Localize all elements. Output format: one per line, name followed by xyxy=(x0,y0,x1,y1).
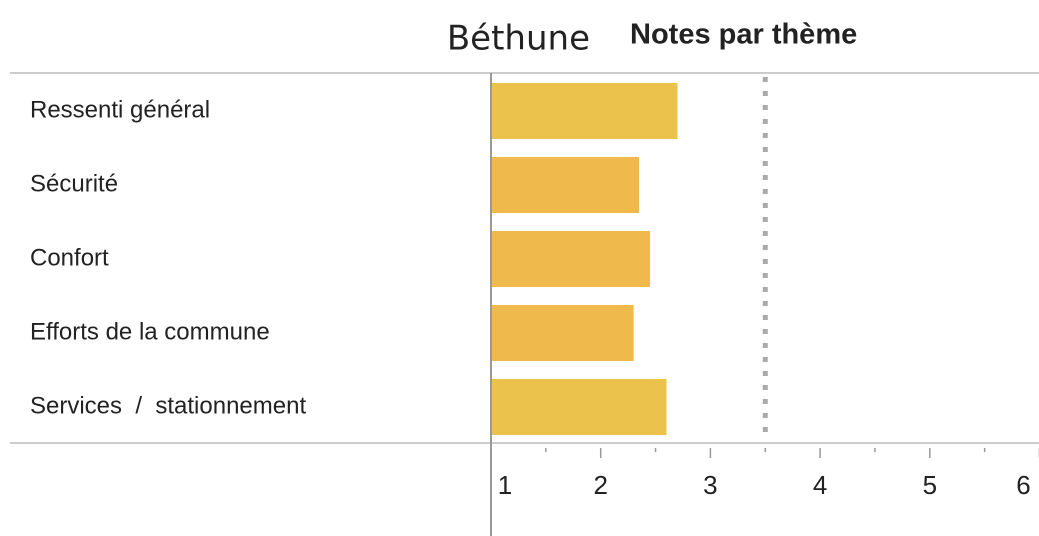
x-tick-label: 5 xyxy=(923,470,937,500)
x-tick-label: 2 xyxy=(593,470,607,500)
chart-subtitle: Notes par thème xyxy=(630,19,857,51)
x-tick-label: 6 xyxy=(1016,470,1030,500)
bar xyxy=(492,83,678,139)
y-tick-label: Sécurité xyxy=(30,170,118,197)
chart-title: Béthune xyxy=(447,19,590,59)
bar xyxy=(492,379,667,435)
x-tick-label: 3 xyxy=(703,470,717,500)
y-tick-label: Confort xyxy=(30,244,109,271)
y-tick-label: Ressenti général xyxy=(30,96,210,123)
y-tick-label: Efforts de la commune xyxy=(30,318,270,345)
bar xyxy=(492,157,640,213)
x-tick-label: 1 xyxy=(498,470,512,500)
x-tick-label: 4 xyxy=(813,470,827,500)
y-tick-label: Services / stationnement xyxy=(30,392,306,419)
bar xyxy=(492,305,634,361)
bar xyxy=(492,231,651,287)
